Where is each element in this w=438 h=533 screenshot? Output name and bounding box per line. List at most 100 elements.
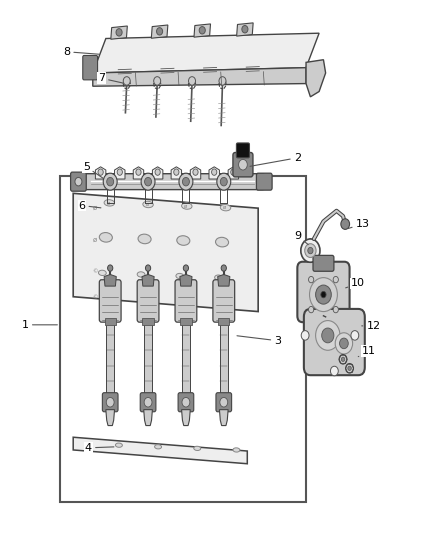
Circle shape [156, 28, 162, 35]
Ellipse shape [177, 236, 190, 245]
Circle shape [339, 354, 347, 364]
Ellipse shape [220, 205, 231, 211]
Ellipse shape [182, 203, 192, 209]
Polygon shape [237, 23, 253, 36]
Polygon shape [219, 410, 228, 425]
Ellipse shape [215, 275, 223, 280]
Bar [220, 319, 228, 397]
Circle shape [316, 320, 340, 350]
Ellipse shape [137, 272, 145, 277]
Circle shape [348, 366, 351, 370]
Text: 8: 8 [63, 47, 99, 56]
Circle shape [103, 173, 117, 190]
Circle shape [199, 27, 205, 34]
Circle shape [212, 169, 217, 175]
Text: ø: ø [107, 200, 110, 205]
Circle shape [179, 173, 193, 190]
FancyBboxPatch shape [178, 393, 194, 412]
Circle shape [75, 177, 82, 186]
Polygon shape [218, 274, 230, 286]
Polygon shape [93, 33, 319, 73]
Circle shape [308, 306, 314, 313]
Polygon shape [190, 167, 201, 179]
Bar [180, 318, 191, 325]
Circle shape [141, 173, 155, 190]
Circle shape [220, 177, 227, 186]
Ellipse shape [104, 200, 115, 206]
Polygon shape [133, 167, 144, 179]
Ellipse shape [194, 446, 201, 450]
Circle shape [193, 169, 198, 175]
Bar [142, 318, 154, 325]
Text: 1: 1 [22, 320, 57, 330]
Polygon shape [104, 274, 116, 286]
Text: ø: ø [223, 205, 226, 210]
Circle shape [351, 330, 359, 340]
Circle shape [231, 169, 236, 175]
Circle shape [144, 398, 152, 407]
Text: 5: 5 [83, 162, 103, 179]
FancyBboxPatch shape [233, 152, 253, 177]
Polygon shape [144, 410, 152, 425]
Text: 3: 3 [237, 336, 281, 346]
Polygon shape [95, 167, 106, 179]
Ellipse shape [143, 201, 153, 208]
Circle shape [239, 159, 247, 170]
FancyBboxPatch shape [140, 393, 156, 412]
Circle shape [339, 338, 348, 349]
Circle shape [341, 219, 350, 229]
Text: 11: 11 [358, 346, 376, 357]
Circle shape [221, 265, 226, 271]
Text: 13: 13 [348, 219, 370, 229]
Bar [106, 319, 114, 397]
FancyBboxPatch shape [137, 280, 159, 322]
FancyBboxPatch shape [79, 174, 265, 190]
Bar [105, 318, 116, 325]
Polygon shape [209, 167, 219, 179]
Circle shape [321, 292, 326, 298]
Circle shape [330, 366, 338, 376]
Polygon shape [182, 410, 190, 425]
Polygon shape [306, 60, 325, 97]
Ellipse shape [116, 443, 122, 447]
Circle shape [310, 278, 337, 312]
Circle shape [301, 239, 320, 262]
Ellipse shape [155, 445, 162, 449]
Circle shape [136, 169, 141, 175]
Polygon shape [142, 274, 154, 286]
Circle shape [322, 328, 334, 343]
FancyBboxPatch shape [99, 280, 121, 322]
Circle shape [145, 265, 151, 271]
Bar [60, 176, 306, 503]
Circle shape [219, 77, 226, 85]
Text: ©: © [92, 296, 98, 301]
Polygon shape [228, 167, 239, 179]
Circle shape [333, 306, 339, 313]
Bar [182, 319, 190, 397]
Circle shape [305, 244, 316, 257]
Circle shape [98, 169, 103, 175]
Polygon shape [194, 24, 211, 37]
Text: ø: ø [184, 204, 187, 208]
FancyBboxPatch shape [83, 55, 98, 80]
Text: 6: 6 [78, 200, 101, 211]
Circle shape [308, 277, 314, 283]
FancyBboxPatch shape [213, 280, 235, 322]
FancyBboxPatch shape [102, 393, 118, 412]
Circle shape [346, 364, 353, 373]
Text: 4: 4 [85, 443, 114, 453]
Circle shape [316, 285, 331, 304]
FancyBboxPatch shape [216, 393, 232, 412]
Polygon shape [106, 410, 115, 425]
Ellipse shape [233, 448, 240, 452]
Circle shape [341, 357, 345, 361]
Text: ø: ø [93, 237, 97, 243]
FancyBboxPatch shape [237, 143, 250, 158]
FancyBboxPatch shape [313, 255, 334, 271]
Circle shape [107, 177, 114, 186]
Circle shape [335, 333, 353, 354]
Circle shape [308, 247, 313, 254]
Circle shape [174, 169, 179, 175]
Polygon shape [111, 26, 127, 39]
Ellipse shape [215, 237, 229, 247]
